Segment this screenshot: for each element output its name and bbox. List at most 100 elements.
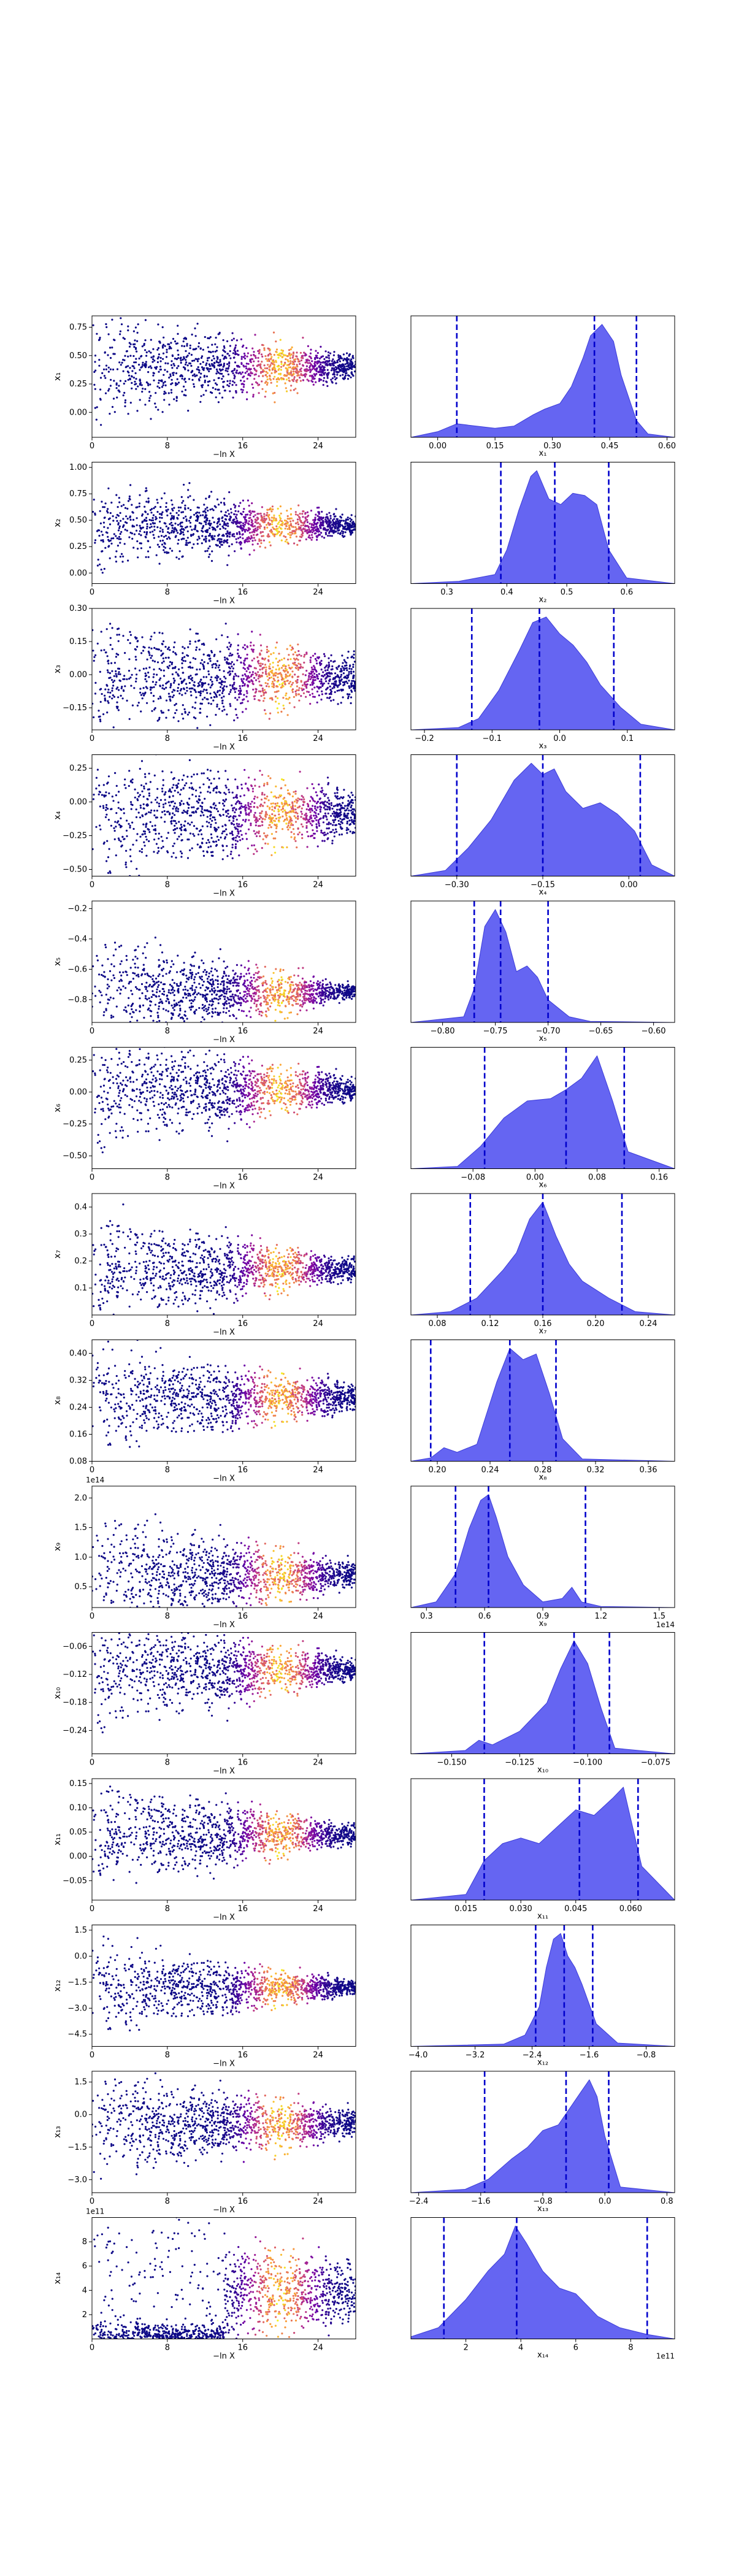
scatter-point xyxy=(158,546,161,548)
scatter-point xyxy=(163,535,166,538)
scatter-point xyxy=(184,811,186,813)
scatter-point xyxy=(106,669,109,672)
scatter-point xyxy=(218,388,220,391)
scatter-point xyxy=(205,540,207,543)
scatter-point xyxy=(182,511,185,513)
scatter-point xyxy=(313,362,316,365)
scatter-point xyxy=(175,810,177,812)
scatter-point xyxy=(321,510,323,513)
scatter-point xyxy=(204,379,206,382)
scatter-point xyxy=(248,664,250,667)
scatter-point xyxy=(132,512,134,514)
scatter-point xyxy=(286,368,289,370)
scatter-point xyxy=(330,691,333,693)
scatter-point xyxy=(308,675,310,677)
scatter-point xyxy=(217,770,220,773)
scatter-point xyxy=(137,738,139,740)
scatter-point xyxy=(272,661,274,664)
scatter-point xyxy=(228,654,231,657)
scatter-point xyxy=(159,366,162,368)
scatter-point xyxy=(121,561,124,563)
scatter-point xyxy=(148,811,150,813)
scatter-point xyxy=(123,784,126,786)
scatter-point xyxy=(286,714,289,716)
scatter-point xyxy=(189,643,191,645)
scatter-xlabel: −ln X xyxy=(213,597,235,606)
scatter-point xyxy=(328,372,330,374)
scatter-point xyxy=(191,679,194,682)
scatter-point xyxy=(94,692,97,695)
scatter-point xyxy=(260,353,263,356)
scatter-point xyxy=(275,830,277,833)
scatter-point xyxy=(142,795,145,798)
scatter-point xyxy=(232,683,235,686)
scatter-point xyxy=(340,530,343,532)
scatter-point xyxy=(228,535,231,538)
scatter-point xyxy=(115,812,118,815)
scatter-point xyxy=(111,670,113,672)
scatter-point xyxy=(233,367,236,370)
scatter-point xyxy=(99,563,101,565)
scatter-point xyxy=(314,518,316,521)
scatter-point xyxy=(148,772,150,775)
scatter-point xyxy=(95,418,98,421)
scatter-point xyxy=(228,545,231,548)
scatter-point xyxy=(314,653,316,655)
scatter-point xyxy=(186,857,190,859)
scatter-point xyxy=(202,394,205,396)
scatter-point xyxy=(350,518,353,521)
scatter-point xyxy=(210,560,213,562)
scatter-point xyxy=(283,680,286,683)
scatter-point xyxy=(147,550,150,553)
scatter-point xyxy=(269,523,272,525)
scatter-point xyxy=(190,508,192,512)
scatter-point xyxy=(309,365,312,367)
scatter-point xyxy=(273,535,276,537)
scatter-point xyxy=(253,510,256,513)
scatter-point xyxy=(213,379,215,381)
scatter-point xyxy=(331,813,334,815)
scatter-point xyxy=(136,731,137,733)
scatter-point xyxy=(298,699,301,702)
scatter-point xyxy=(290,353,293,356)
scatter-point xyxy=(272,534,275,536)
scatter-point xyxy=(296,355,298,358)
scatter-point xyxy=(165,716,167,719)
scatter-point xyxy=(137,385,139,388)
scatter-point xyxy=(208,363,210,366)
scatter-point xyxy=(217,691,219,694)
scatter-point xyxy=(283,664,285,666)
scatter-point xyxy=(290,370,293,373)
scatter-point xyxy=(196,518,199,521)
scatter-point xyxy=(185,350,187,353)
scatter-point xyxy=(289,536,292,539)
scatter-point xyxy=(304,525,307,527)
scatter-point xyxy=(305,821,308,824)
scatter-point xyxy=(316,507,319,509)
scatter-point xyxy=(150,689,152,691)
scatter-point xyxy=(193,806,195,808)
scatter-point xyxy=(194,689,196,692)
scatter-point xyxy=(247,352,249,355)
scatter-point xyxy=(185,543,187,546)
scatter-point xyxy=(250,645,252,647)
scatter-point xyxy=(321,355,324,358)
scatter-point xyxy=(286,364,288,366)
scatter-point xyxy=(266,648,269,651)
scatter-point xyxy=(169,804,171,807)
scatter-point xyxy=(243,684,246,687)
scatter-point xyxy=(277,711,279,714)
scatter-point xyxy=(334,660,336,662)
scatter-point xyxy=(282,356,284,358)
scatter-point xyxy=(181,502,183,504)
scatter-point xyxy=(348,366,350,369)
scatter-point xyxy=(113,696,115,698)
scatter-point xyxy=(322,675,325,678)
scatter-point xyxy=(165,502,167,504)
scatter-point xyxy=(182,517,185,519)
scatter-point xyxy=(204,682,207,684)
scatter-point xyxy=(115,550,118,553)
scatter-point xyxy=(351,356,354,359)
scatter-point xyxy=(318,694,320,697)
scatter-point xyxy=(319,808,321,811)
